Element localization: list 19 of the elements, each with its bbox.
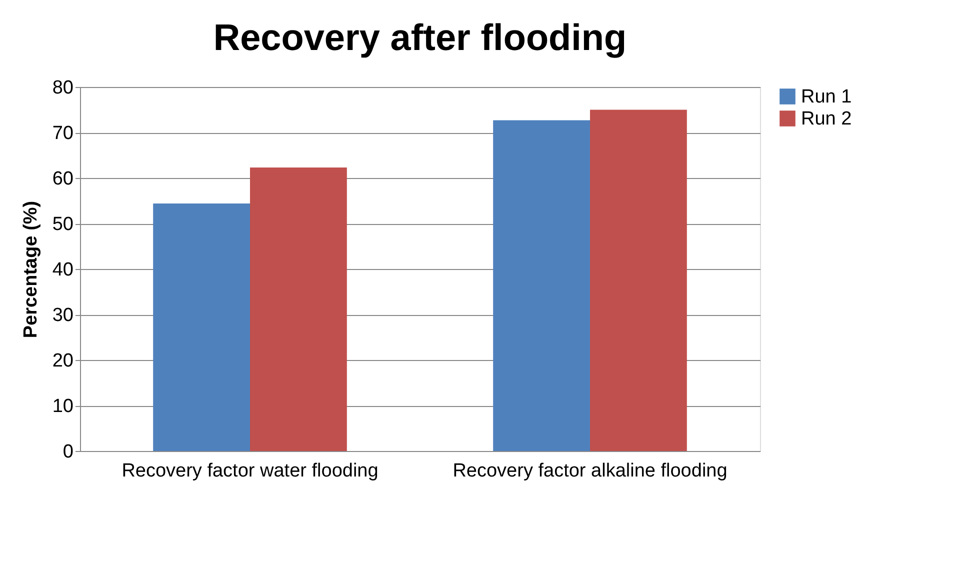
y-tick-label: 80 bbox=[52, 78, 74, 98]
bar bbox=[153, 203, 250, 451]
chart-title: Recovery after flooding bbox=[213, 17, 627, 58]
x-tick-label: Recovery factor alkaline flooding bbox=[452, 460, 728, 482]
legend-label: Run 1 bbox=[801, 86, 852, 108]
y-tick-label: 20 bbox=[52, 350, 74, 372]
y-tick-label: 0 bbox=[62, 442, 74, 462]
y-tick-label: 70 bbox=[52, 123, 74, 144]
bar bbox=[590, 110, 687, 451]
y-tick-label: 60 bbox=[52, 168, 74, 190]
bar bbox=[250, 168, 347, 451]
y-tick-label: 40 bbox=[52, 260, 74, 280]
legend-label: Run 2 bbox=[801, 108, 852, 130]
y-tick-label: 10 bbox=[52, 396, 74, 417]
x-tick-label: Recovery factor water flooding bbox=[122, 460, 378, 482]
bar bbox=[493, 120, 590, 451]
y-axis-title: Percentage (%) bbox=[20, 200, 42, 338]
y-tick-label: 30 bbox=[52, 305, 74, 326]
y-tick-label: 50 bbox=[52, 214, 74, 235]
